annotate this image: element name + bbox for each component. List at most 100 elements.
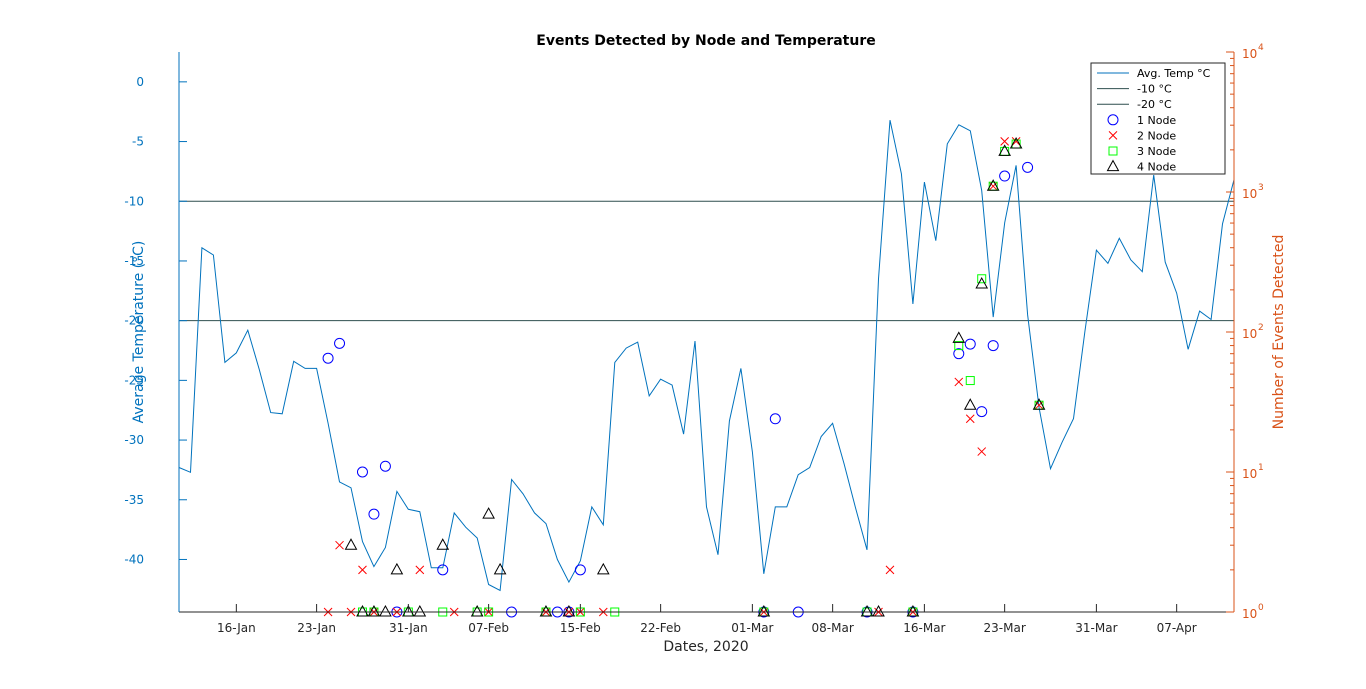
x-marker [977,447,987,456]
circle-marker [953,348,965,360]
y-left-axis-label: Average Temperature (°C) [131,241,147,424]
x-marker [965,414,975,424]
x-marker [358,565,367,575]
triangle-marker [1009,137,1023,149]
triangle-marker [975,277,989,289]
triangle-marker [402,604,415,617]
x-tick-label: 01-Mar [731,621,773,635]
y-left-tick-label: -5 [132,135,144,149]
circle-marker [1022,161,1034,173]
circle-marker [987,340,999,352]
x-marker [885,565,895,575]
x-tick-label: 22-Feb [640,621,681,635]
y-right-tick-exp: 0 [1258,603,1264,613]
triangle-marker [436,538,450,550]
y-right-tick-base: 10 [1242,467,1257,481]
legend-swatch-triangle [1106,159,1120,172]
circle-marker [976,406,988,418]
y-right-tick-exp: 3 [1258,183,1264,193]
x-marker [988,181,998,191]
circle-marker [437,564,449,576]
triangle-marker [367,604,381,617]
circle-marker [964,338,976,350]
y-right-tick-exp: 2 [1258,323,1264,333]
triangle-marker [757,604,771,617]
legend-swatch-x [1108,131,1118,140]
square-marker [965,376,975,386]
y-left-tick-label: 0 [136,75,144,89]
legend-label: -10 °C [1137,83,1172,96]
legend-label: Avg. Temp °C [1137,67,1211,80]
x-tick-label: 16-Mar [903,621,945,635]
y-right-tick-base: 10 [1242,187,1257,201]
legend-label: -20 °C [1137,98,1172,111]
temperature-line [178,119,1235,592]
square-marker [977,274,987,284]
circle-marker [368,508,380,520]
triangle-marker [344,538,358,550]
triangle-marker [390,562,404,575]
legend: Avg. Temp °C -10 °C -20 °C 1 Node 2 Node 3 No… [1090,62,1226,175]
legend-label: 4 Node [1137,161,1176,174]
x-tick-label: 23-Mar [984,621,1026,635]
y-left-tick-label: -10 [124,194,144,208]
y-right-tick-base: 10 [1242,607,1257,621]
x-marker [1034,400,1044,410]
circle-marker [574,564,586,576]
y-right-axis-label: Number of Events Detected [1271,235,1287,430]
y-left-tick-label: -35 [124,493,144,507]
series-4-node [344,137,1046,617]
y-left-axis-ticks: 0 -5 -10 -15 -20 -25 -30 -35 -40 [124,75,187,566]
triangle-marker [872,604,885,617]
x-tick-label: 31-Jan [389,621,428,635]
circle-marker [356,466,368,478]
triangle-marker [952,331,966,343]
triangle-marker [596,562,610,575]
legend-label: 2 Node [1137,129,1176,142]
reference-lines [179,200,1234,322]
triangle-marker [493,562,507,575]
x-marker [1011,137,1021,146]
x-marker [954,377,964,387]
triangle-marker [470,604,484,617]
legend-label: 3 Node [1137,145,1176,158]
x-tick-label: 31-Mar [1075,621,1117,635]
triangle-marker [562,604,576,617]
x-tick-label: 15-Feb [560,621,601,635]
triangle-marker [963,398,977,410]
legend-swatch-circle [1107,114,1119,126]
y-right-tick-exp: 4 [1258,43,1264,53]
triangle-marker [356,604,369,617]
x-tick-label: 08-Mar [812,621,854,635]
x-tick-label: 07-Feb [468,621,509,635]
legend-label: 1 Node [1137,114,1176,127]
circle-marker [769,413,781,425]
triangle-marker [1032,398,1046,410]
x-tick-label: 23-Jan [297,621,336,635]
triangle-marker [482,507,495,519]
temperature-series [178,119,1235,592]
circle-marker [379,460,391,472]
y-left-tick-label: -15 [124,254,144,268]
y-left-tick-label: -40 [124,552,144,566]
triangle-marker [906,604,920,617]
triangle-marker [986,179,1000,191]
x-tick-label: 07-Apr [1157,621,1197,635]
x-marker [1000,137,1010,146]
plot-area [179,52,1234,612]
chart-title: Events Detected by Node and Temperature [536,33,876,49]
circle-marker [334,337,346,349]
circle-marker [999,170,1011,182]
x-axis-ticks: 16-Jan 23-Jan 31-Jan 07-Feb 15-Feb 22-Feb 01-M… [217,604,1197,635]
circle-marker [322,352,334,364]
x-axis-label: Dates, 2020 [663,639,748,655]
square-marker [954,341,964,351]
y-right-tick-base: 10 [1242,47,1257,61]
x-marker [335,540,344,550]
triangle-marker [413,604,427,617]
y-right-tick-base: 10 [1242,327,1257,341]
y-right-tick-exp: 1 [1258,463,1264,473]
x-marker [415,565,425,575]
